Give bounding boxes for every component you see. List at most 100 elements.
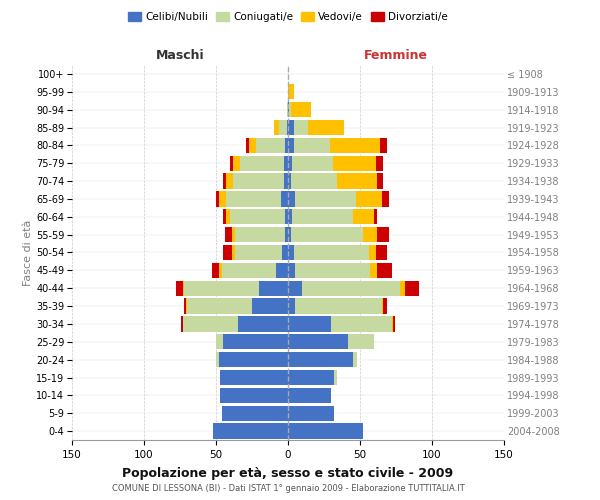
Bar <box>288 227 291 242</box>
Bar <box>288 102 289 117</box>
Bar <box>288 84 294 100</box>
Bar <box>334 370 337 385</box>
Bar <box>294 120 308 135</box>
Bar <box>288 156 292 171</box>
Bar <box>233 174 284 188</box>
Bar <box>294 138 330 153</box>
Bar <box>288 174 291 188</box>
Bar <box>288 316 331 332</box>
Bar <box>376 156 383 171</box>
Bar <box>376 245 388 260</box>
Bar <box>187 298 252 314</box>
Bar <box>230 156 233 171</box>
Bar <box>222 263 277 278</box>
Bar <box>383 298 388 314</box>
Bar <box>330 138 380 153</box>
Bar <box>277 263 288 278</box>
Bar <box>288 245 294 260</box>
Bar <box>184 280 259 296</box>
Bar <box>223 174 226 188</box>
Text: Popolazione per età, sesso e stato civile - 2009: Popolazione per età, sesso e stato civil… <box>122 468 454 480</box>
Bar <box>288 120 294 135</box>
Bar <box>232 227 235 242</box>
Bar <box>370 263 377 278</box>
Text: Femmine: Femmine <box>364 50 428 62</box>
Bar <box>292 156 332 171</box>
Legend: Celibi/Nubili, Coniugati/e, Vedovi/e, Divorziati/e: Celibi/Nubili, Coniugati/e, Vedovi/e, Di… <box>124 8 452 26</box>
Bar <box>377 174 383 188</box>
Bar <box>226 209 230 224</box>
Bar <box>219 192 226 206</box>
Bar <box>232 245 235 260</box>
Bar <box>382 192 389 206</box>
Bar <box>186 298 187 314</box>
Bar <box>246 138 249 153</box>
Bar <box>284 174 288 188</box>
Bar <box>233 156 241 171</box>
Bar <box>223 334 288 349</box>
Bar <box>288 352 353 367</box>
Bar <box>181 316 183 332</box>
Bar <box>291 102 311 117</box>
Text: Maschi: Maschi <box>155 50 205 62</box>
Bar <box>282 245 288 260</box>
Bar <box>216 352 219 367</box>
Bar <box>184 298 186 314</box>
Bar <box>295 263 370 278</box>
Bar <box>288 209 292 224</box>
Bar <box>331 316 392 332</box>
Bar <box>224 227 232 242</box>
Bar <box>223 209 226 224</box>
Bar <box>280 120 287 135</box>
Bar <box>284 156 288 171</box>
Bar <box>220 370 288 385</box>
Bar <box>400 280 404 296</box>
Bar <box>230 209 285 224</box>
Bar <box>259 280 288 296</box>
Bar <box>287 120 288 135</box>
Bar <box>288 406 334 421</box>
Bar <box>302 280 400 296</box>
Bar <box>252 298 288 314</box>
Bar <box>380 138 388 153</box>
Bar <box>285 227 288 242</box>
Bar <box>213 424 288 438</box>
Bar <box>295 298 382 314</box>
Bar <box>368 245 376 260</box>
Bar <box>226 174 233 188</box>
Bar <box>374 209 377 224</box>
Bar <box>294 245 368 260</box>
Y-axis label: Fasce di età: Fasce di età <box>23 220 33 286</box>
Bar <box>285 209 288 224</box>
Bar <box>216 192 219 206</box>
Bar <box>291 174 337 188</box>
Bar <box>249 138 256 153</box>
Bar <box>222 406 288 421</box>
Bar <box>285 138 288 153</box>
Bar <box>256 138 285 153</box>
Bar <box>353 352 357 367</box>
Bar <box>337 174 377 188</box>
Bar <box>404 280 419 296</box>
Bar <box>176 280 183 296</box>
Bar <box>212 263 219 278</box>
Bar <box>392 316 393 332</box>
Bar <box>281 192 288 206</box>
Bar <box>235 245 282 260</box>
Bar <box>308 120 344 135</box>
Bar <box>287 102 288 117</box>
Bar <box>288 280 302 296</box>
Bar <box>238 316 288 332</box>
Bar <box>288 370 334 385</box>
Bar <box>356 192 382 206</box>
Bar <box>288 192 295 206</box>
Bar <box>289 102 291 117</box>
Bar <box>393 316 395 332</box>
Bar <box>183 316 238 332</box>
Bar <box>216 334 223 349</box>
Bar <box>288 424 363 438</box>
Bar <box>292 209 353 224</box>
Bar <box>226 192 281 206</box>
Bar <box>291 227 363 242</box>
Bar <box>235 227 285 242</box>
